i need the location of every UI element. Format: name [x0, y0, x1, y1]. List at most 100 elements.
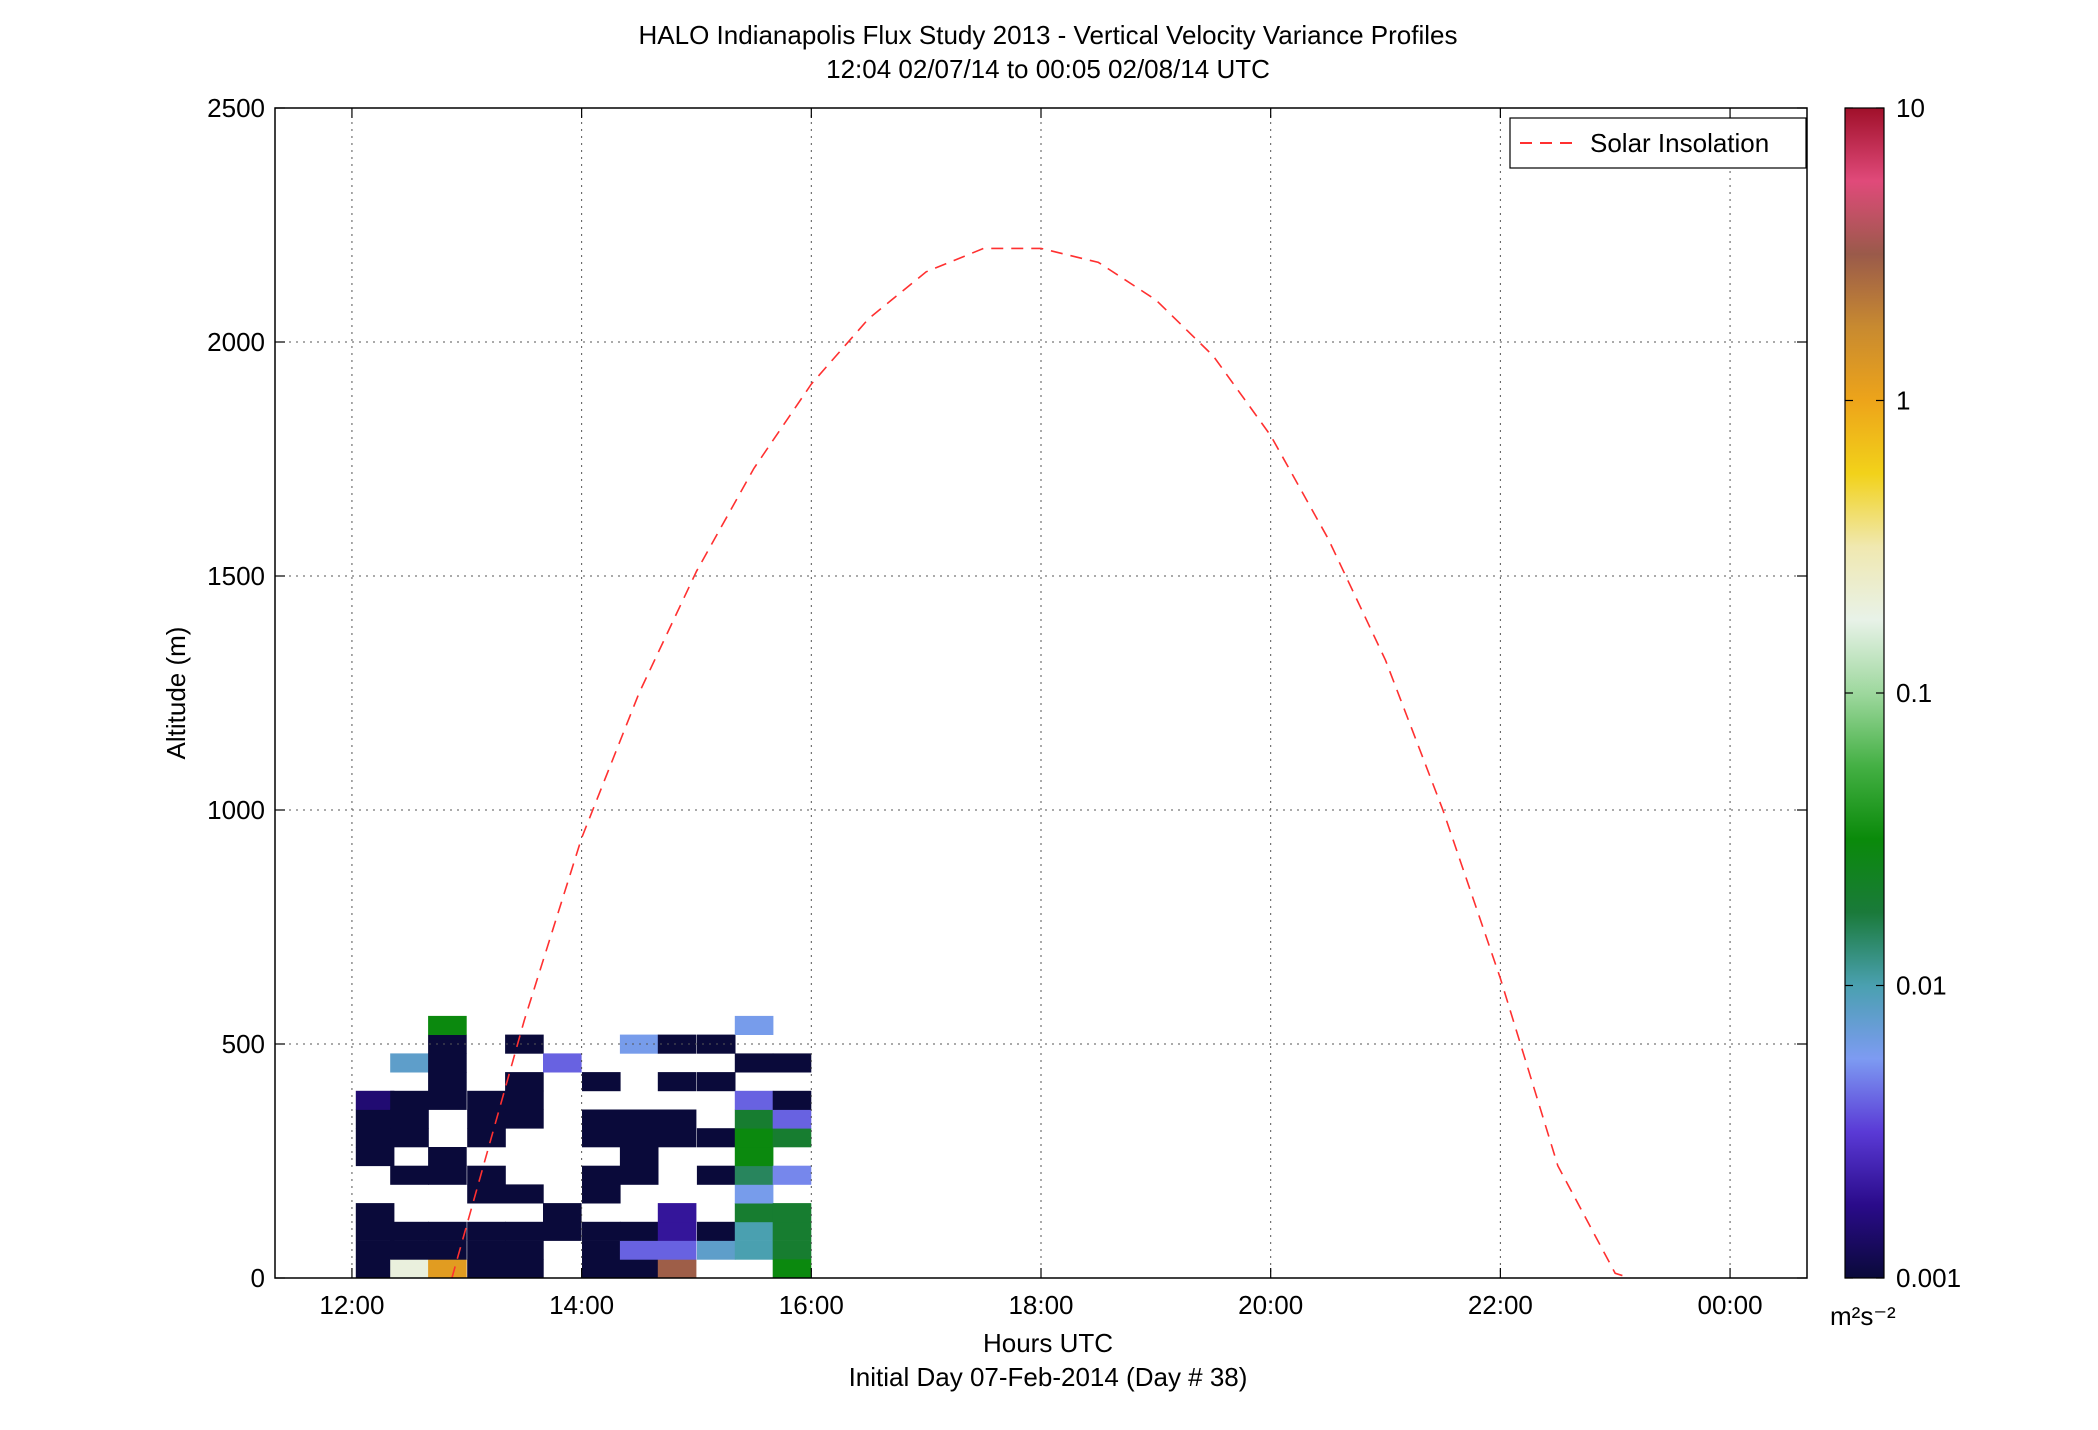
- series-line-solar-insolation: [451, 247, 1631, 1279]
- heatmap-cell: [505, 1184, 544, 1204]
- heatmap-cell: [467, 1240, 506, 1260]
- heatmap-cell: [390, 1128, 429, 1148]
- y-tick-label: 1500: [207, 561, 265, 591]
- heatmap-cell: [543, 1221, 582, 1241]
- heatmap-cell: [696, 1240, 736, 1260]
- y-tick-label: 2500: [207, 93, 265, 123]
- heatmap-cell: [734, 1221, 774, 1241]
- heatmap-cell: [390, 1221, 429, 1241]
- heatmap-cell: [734, 1184, 774, 1204]
- heatmap-cell: [619, 1109, 659, 1129]
- heatmap-cell: [772, 1053, 812, 1073]
- heatmap-cell: [734, 1015, 774, 1035]
- heatmap-cell: [505, 1221, 544, 1241]
- heatmap-cell: [355, 1128, 395, 1148]
- heatmap-cell: [734, 1128, 774, 1148]
- heatmap-cell: [505, 1259, 544, 1279]
- legend: Solar Insolation: [1509, 117, 1807, 169]
- heatmap-cell: [619, 1221, 659, 1241]
- heatmap-cell: [657, 1034, 697, 1054]
- heatmap-cell: [696, 1072, 736, 1092]
- heatmap-cell: [467, 1221, 506, 1241]
- heatmap-cell: [390, 1165, 429, 1185]
- y-tick-label: 1000: [207, 795, 265, 825]
- x-axis-label: Hours UTC: [983, 1328, 1113, 1358]
- heatmap-cell: [657, 1221, 697, 1241]
- x-tick-label: 20:00: [1238, 1290, 1303, 1320]
- x-axis-label-secondary: Initial Day 07-Feb-2014 (Day # 38): [849, 1362, 1248, 1392]
- heatmap-cell: [505, 1090, 544, 1110]
- gridlines: [275, 107, 1807, 1279]
- heatmap-cell: [467, 1184, 506, 1204]
- heatmap-cell: [428, 1165, 467, 1185]
- heatmap-cell: [696, 1221, 736, 1241]
- x-tick-label: 18:00: [1008, 1290, 1073, 1320]
- heatmap-cell: [505, 1072, 544, 1092]
- heatmap-cell: [428, 1015, 467, 1035]
- colorbar-tick-label: 0.001: [1896, 1263, 1961, 1293]
- chart-subtitle: 12:04 02/07/14 to 00:05 02/08/14 UTC: [826, 54, 1270, 84]
- heatmap-cell: [355, 1221, 395, 1241]
- heatmap-cell: [467, 1259, 506, 1279]
- y-tick-label: 2000: [207, 327, 265, 357]
- heatmap-cell: [428, 1072, 467, 1092]
- colorbar-tick-label: 0.01: [1896, 971, 1947, 1001]
- heatmap-cell: [467, 1090, 506, 1110]
- chart-title: HALO Indianapolis Flux Study 2013 - Vert…: [639, 20, 1458, 50]
- heatmap-cell: [734, 1203, 774, 1223]
- heatmap-cell: [543, 1203, 582, 1223]
- heatmap-cell: [390, 1259, 429, 1279]
- colorbar-tick-label: 0.1: [1896, 678, 1932, 708]
- heatmap-cell: [657, 1240, 697, 1260]
- heatmap-cell: [505, 1240, 544, 1260]
- heatmap-cell: [355, 1090, 395, 1110]
- heatmap-cell: [355, 1147, 395, 1167]
- heatmap-cell: [428, 1034, 467, 1054]
- heatmap-cell: [428, 1240, 467, 1260]
- heatmap-cell: [772, 1259, 812, 1279]
- heatmap-cell: [657, 1203, 697, 1223]
- y-tick-label: 500: [222, 1029, 265, 1059]
- heatmap-cell: [696, 1165, 736, 1185]
- heatmap-cell: [657, 1072, 697, 1092]
- colorbar-units: m²s⁻²: [1830, 1301, 1896, 1331]
- heatmap-cell: [582, 1072, 621, 1092]
- heatmap-cell: [582, 1259, 621, 1279]
- heatmap-cell: [772, 1221, 812, 1241]
- heatmap-cell: [734, 1240, 774, 1260]
- y-axis-label: Altitude (m): [161, 627, 191, 760]
- x-tick-label: 00:00: [1698, 1290, 1763, 1320]
- y-tick-label: 0: [251, 1263, 265, 1293]
- heatmap-cell: [657, 1109, 697, 1129]
- heatmap-cell: [582, 1240, 621, 1260]
- heatmap-cell: [619, 1147, 659, 1167]
- heatmap-cell: [772, 1090, 812, 1110]
- heatmap-cell: [355, 1203, 395, 1223]
- heatmap-cell: [390, 1109, 429, 1129]
- heatmap-cell: [390, 1240, 429, 1260]
- heatmap-cell: [582, 1221, 621, 1241]
- heatmap-cell: [467, 1109, 506, 1129]
- colorbar-ticks: 0.001 0.01 0.1 1 10: [1845, 93, 1961, 1293]
- heatmap-cell: [734, 1109, 774, 1129]
- heatmap-cell: [355, 1109, 395, 1129]
- heatmap-cell: [734, 1147, 774, 1167]
- colorbar-tick-label: 1: [1896, 386, 1910, 416]
- heatmap-cell: [772, 1128, 812, 1148]
- heatmap-cell: [428, 1147, 467, 1167]
- heatmap-cell: [428, 1053, 467, 1073]
- x-tick-label: 14:00: [549, 1290, 614, 1320]
- heatmap-cell: [734, 1053, 774, 1073]
- heatmap-cell: [619, 1128, 659, 1148]
- plot-area: [274, 107, 1808, 1279]
- series-layer: [451, 247, 1631, 1279]
- heatmap-cell: [390, 1053, 429, 1073]
- x-axis-ticks: 12:00 14:00 16:00 18:00 20:00 22:00 00:00: [319, 108, 1763, 1320]
- heatmap-cell: [543, 1053, 582, 1073]
- heatmap-cell: [582, 1128, 621, 1148]
- heatmap-cell: [467, 1128, 506, 1148]
- heatmap-cell: [390, 1090, 429, 1110]
- x-tick-label: 16:00: [779, 1290, 844, 1320]
- heatmap-cell: [696, 1128, 736, 1148]
